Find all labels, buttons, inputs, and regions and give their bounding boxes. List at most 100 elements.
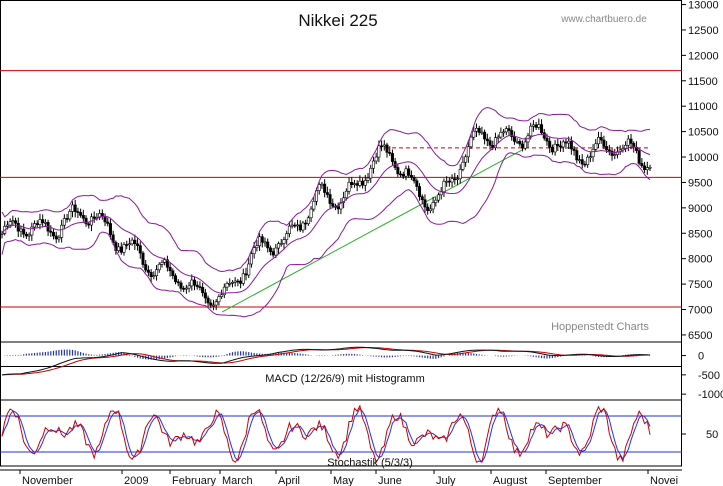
candle-body	[52, 232, 56, 237]
candle-body	[371, 160, 375, 169]
trend-line	[221, 148, 524, 313]
candle-body	[626, 138, 630, 146]
candle-body	[206, 297, 210, 304]
candle-body	[214, 301, 218, 306]
candle-body	[119, 246, 123, 253]
x-tick-label: Novei	[650, 475, 678, 486]
candle-body	[599, 136, 603, 141]
candle-body	[320, 183, 324, 186]
candle-body	[377, 145, 381, 158]
stoch-layer	[0, 404, 682, 464]
candle-body	[453, 178, 457, 180]
price-tick-label: 6500	[688, 330, 712, 342]
candle-body	[401, 174, 405, 177]
candle-body	[580, 159, 584, 165]
candle-body	[588, 156, 592, 159]
candle-body	[610, 150, 614, 156]
candle-body	[146, 269, 150, 273]
candle-body	[127, 243, 131, 246]
candle-body	[575, 150, 579, 161]
bollinger-upper	[1, 106, 651, 273]
candle-body	[640, 163, 644, 167]
candle-body	[447, 180, 451, 183]
candle-body	[209, 302, 213, 306]
price-tick-label: 13000	[688, 0, 719, 12]
x-tick-label: July	[436, 475, 456, 486]
macd-line	[1, 346, 651, 376]
candle-body	[8, 221, 12, 226]
candle-body	[521, 143, 525, 149]
candle-body	[157, 263, 161, 271]
candle-body	[293, 224, 297, 227]
candle-body	[474, 127, 478, 132]
candle-body	[523, 141, 527, 149]
macd-tick-label: 0	[698, 351, 704, 363]
price-tick-label: 10500	[688, 127, 719, 139]
price-tick-label: 12000	[688, 50, 719, 62]
candle-body	[184, 287, 188, 290]
price-tick-label: 11000	[688, 101, 718, 113]
candle-body	[279, 243, 283, 245]
candle-body	[380, 145, 384, 148]
candle-body	[290, 224, 294, 227]
candle-body	[559, 145, 563, 148]
candle-body	[347, 182, 351, 192]
x-tick-label: May	[333, 475, 354, 486]
candle-body	[388, 152, 392, 154]
candle-body	[442, 180, 446, 192]
bollinger-lower	[1, 152, 651, 318]
candle-body	[613, 154, 617, 156]
candle-body	[258, 236, 262, 247]
candle-body	[464, 156, 468, 163]
candle-body	[274, 247, 278, 256]
candle-body	[540, 124, 544, 134]
candle-body	[133, 239, 137, 245]
candle-body	[138, 245, 142, 254]
candle-body	[38, 219, 42, 225]
candle-body	[76, 211, 80, 213]
candle-body	[298, 224, 302, 231]
candle-body	[174, 275, 178, 283]
candle-body	[594, 143, 598, 150]
candle-body	[155, 269, 159, 277]
bollinger-middle	[1, 133, 651, 294]
candle-body	[605, 146, 609, 151]
candle-body	[624, 144, 628, 149]
candle-body	[136, 243, 140, 246]
candle-body	[352, 183, 356, 185]
candle-body	[106, 221, 110, 224]
candle-body	[496, 136, 500, 139]
candle-body	[179, 282, 183, 289]
candle-body	[33, 223, 37, 228]
credit-label: Hoppenstedt Charts	[551, 321, 649, 333]
candle-body	[182, 288, 186, 290]
candle-body	[277, 243, 281, 249]
candle-body	[187, 285, 191, 289]
candle-body	[596, 136, 600, 145]
candle-body	[160, 262, 164, 265]
price-panel-frame	[0, 0, 682, 367]
candle-body	[399, 173, 403, 176]
candle-body	[643, 165, 647, 170]
stoch-k-line	[1, 404, 651, 464]
candle-body	[11, 220, 15, 222]
x-tick-label: August	[493, 475, 527, 486]
candle-body	[43, 222, 47, 224]
candle-body	[499, 131, 503, 138]
candle-body	[363, 180, 367, 186]
candle-body	[30, 226, 34, 236]
candle-body	[176, 281, 180, 284]
price-tick-label: 10000	[688, 152, 719, 164]
candle-body	[220, 294, 224, 297]
candle-body	[190, 279, 194, 287]
candle-body	[366, 177, 370, 181]
candle-body	[230, 282, 234, 284]
candle-body	[125, 244, 129, 246]
price-tick-label: 9000	[688, 203, 712, 215]
candle-body	[483, 131, 487, 140]
candle-body	[317, 184, 321, 191]
candle-body	[260, 236, 264, 243]
candle-body	[79, 212, 83, 216]
candle-body	[108, 223, 112, 236]
